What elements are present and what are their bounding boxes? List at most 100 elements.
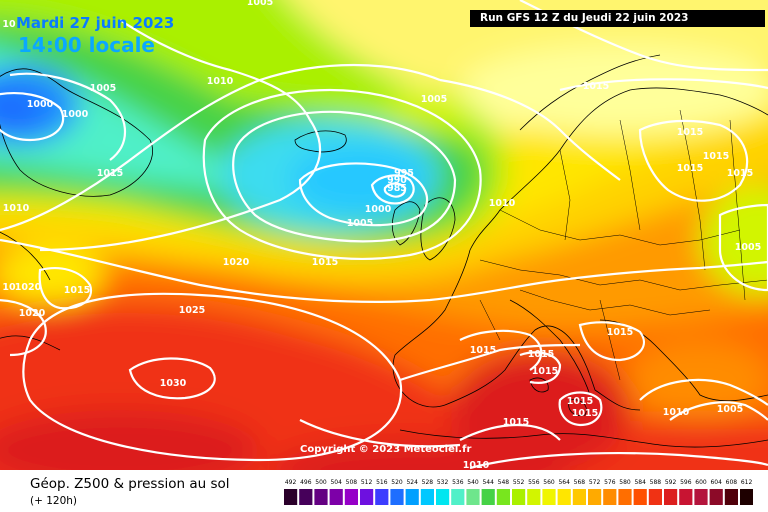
- isobar-label: 10: [2, 19, 16, 30]
- isobar-label: 1015: [572, 408, 598, 419]
- isobar-label: 1015: [64, 285, 90, 296]
- isobars: [0, 0, 768, 468]
- scale-swatch: [740, 489, 753, 505]
- isobar-label: 1015: [503, 417, 529, 428]
- isobar-label: 1020: [19, 308, 46, 319]
- scale-swatch: [679, 489, 693, 505]
- scale-swatch: [496, 489, 510, 505]
- isobar-label: 995: [394, 168, 414, 179]
- scale-swatch: [603, 489, 617, 505]
- isobar-label: 1010: [463, 460, 490, 470]
- scale-swatch: [405, 489, 419, 505]
- scale-tick-label: 568: [574, 479, 586, 486]
- scale-swatch: [618, 489, 632, 505]
- color-scale: 492 496 500 504 508 512 516 520 524 528 532 536 540 5…: [284, 479, 753, 505]
- scale-swatch: [648, 489, 662, 505]
- scale-tick-label: 516: [376, 479, 388, 486]
- isobar-label: 1000: [62, 109, 89, 120]
- scale-swatch: [466, 489, 480, 505]
- scale-tick-label: 544: [482, 479, 494, 486]
- copyright-notice: Copyright © 2023 Meteociel.fr: [300, 444, 472, 455]
- scale-tick-label: 588: [650, 479, 662, 486]
- isobar-label: 1000: [27, 99, 54, 110]
- scale-swatch: [527, 489, 541, 505]
- scale-tick-label: 496: [300, 479, 312, 486]
- isobar-label: 1000: [365, 204, 392, 215]
- isobar-label: 1010: [663, 407, 690, 418]
- scale-tick-label: 504: [330, 479, 342, 486]
- scale-swatch: [572, 489, 586, 505]
- weather-map: 1005100010001005101010051015101510151015…: [0, 0, 768, 470]
- isobar-label: 1010: [3, 203, 30, 214]
- scale-swatch: [724, 489, 738, 505]
- scale-swatch: [664, 489, 678, 505]
- scale-tick-label: 612: [741, 479, 753, 486]
- forecast-time: 14:00 locale: [18, 33, 155, 57]
- scale-tick-label: 580: [619, 479, 631, 486]
- scale-tick-label: 536: [452, 479, 464, 486]
- scale-swatch: [633, 489, 647, 505]
- scale-tick-label: 592: [665, 479, 677, 486]
- scale-swatch: [451, 489, 465, 505]
- legend-subtitle: (+ 120h): [30, 495, 78, 507]
- scale-tick-label: 608: [726, 479, 738, 486]
- scale-tick-label: 604: [710, 479, 722, 486]
- scale-swatch: [360, 489, 374, 505]
- coastlines: [0, 54, 768, 448]
- scale-swatch: [436, 489, 450, 505]
- isobar-label: 10: [2, 282, 16, 293]
- isobar-label: 1005: [347, 218, 373, 229]
- scale-swatch: [329, 489, 343, 505]
- isobar-labels: 1005100010001005101010051015101510151015…: [2, 0, 761, 470]
- scale-tick-label: 512: [361, 479, 373, 486]
- scale-tick-label: 508: [346, 479, 358, 486]
- isobar-label: 1015: [528, 349, 554, 360]
- isobar-label: 1005: [717, 404, 743, 415]
- scale-tick-label: 572: [589, 479, 601, 486]
- scale-tick-label: 528: [422, 479, 434, 486]
- isobar-label: 1020: [15, 282, 42, 293]
- isobar-label: 990: [387, 175, 407, 186]
- isobar-label: 1015: [97, 168, 123, 179]
- legend-title: Géop. Z500 & pression au sol: [30, 476, 230, 492]
- isobar-label: 1015: [583, 81, 609, 92]
- isobar-label: 1025: [179, 305, 205, 316]
- scale-swatch: [284, 489, 298, 505]
- z500-field: [0, 0, 768, 470]
- scale-swatch: [390, 489, 404, 505]
- isobar-label: 1015: [727, 168, 753, 179]
- isobar-label: 1005: [735, 242, 761, 253]
- scale-tick-label: 552: [513, 479, 525, 486]
- scale-swatch: [375, 489, 389, 505]
- isobar-label: 1015: [677, 163, 703, 174]
- isobar-label: 985: [387, 183, 407, 194]
- isobar-label: 1030: [160, 378, 187, 389]
- scale-swatch: [299, 489, 313, 505]
- scale-swatch: [314, 489, 328, 505]
- isobar-label: 1010: [489, 198, 516, 209]
- scale-swatch: [588, 489, 602, 505]
- scale-tick-label: 492: [285, 479, 297, 486]
- scale-tick-label: 524: [406, 479, 418, 486]
- scale-tick-label: 520: [391, 479, 403, 486]
- isobar-label: 1005: [247, 0, 273, 8]
- scale-tick-label: 548: [498, 479, 510, 486]
- scale-swatch: [481, 489, 495, 505]
- run-info: Run GFS 12 Z du Jeudi 22 juin 2023: [470, 10, 765, 27]
- isobar-label: 1015: [470, 345, 496, 356]
- scale-tick-label: 560: [543, 479, 555, 486]
- scale-swatch: [344, 489, 358, 505]
- scale-swatch: [694, 489, 708, 505]
- scale-swatch: [542, 489, 556, 505]
- isobar-label: 1015: [607, 327, 633, 338]
- borders: [479, 109, 768, 381]
- isobar-label: 1015: [677, 127, 703, 138]
- scale-swatch: [557, 489, 571, 505]
- isobar-label: 1005: [90, 83, 116, 94]
- isobar-label: 1005: [421, 94, 447, 105]
- scale-tick-label: 540: [467, 479, 479, 486]
- isobar-label: 1015: [567, 396, 593, 407]
- scale-tick-label: 600: [695, 479, 707, 486]
- isobar-label: 1015: [532, 366, 558, 377]
